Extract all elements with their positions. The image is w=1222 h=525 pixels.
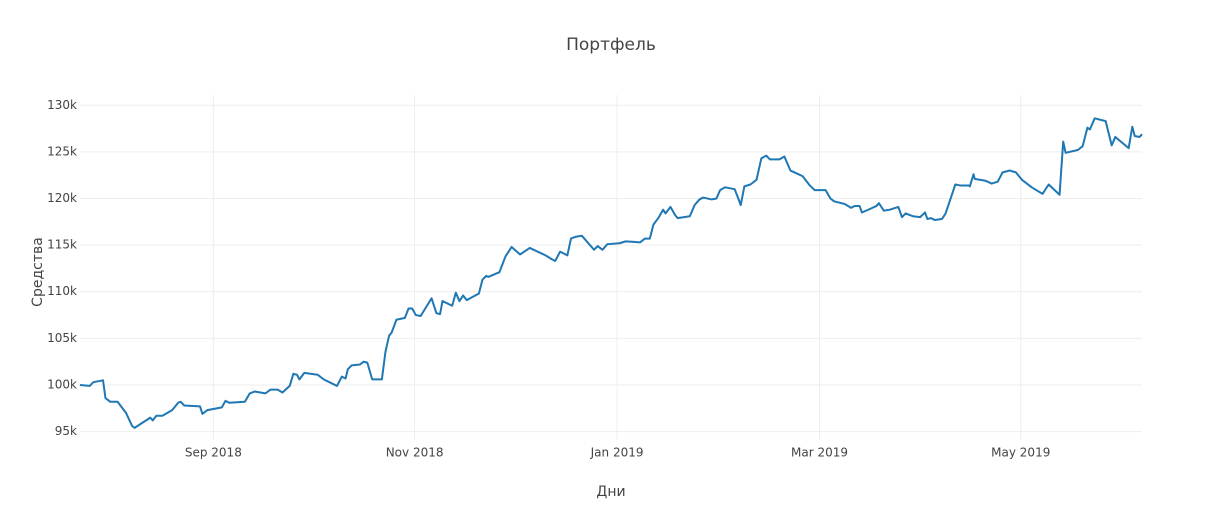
x-tick-label: Jan 2019 — [590, 446, 644, 460]
x-tick-label: Sep 2018 — [185, 446, 242, 460]
y-tick-label: 125k — [47, 144, 77, 158]
y-tick-label: 115k — [47, 238, 77, 252]
y-tick-label: 120k — [47, 191, 77, 205]
y-tick-label: 105k — [47, 331, 77, 345]
y-tick-label: 130k — [47, 98, 77, 112]
x-axis-title: Дни — [596, 484, 625, 500]
y-axis-title: Средства — [30, 237, 46, 307]
x-tick-label: Nov 2018 — [386, 446, 444, 460]
line-series — [79, 117, 1143, 429]
x-tick-label: Mar 2019 — [791, 446, 848, 460]
chart-title: Портфель — [566, 35, 656, 55]
y-tick-label: 100k — [47, 377, 77, 391]
x-tick-label: May 2019 — [991, 446, 1050, 460]
y-tick-label: 95k — [55, 424, 77, 438]
y-tick-label: 110k — [47, 284, 77, 298]
